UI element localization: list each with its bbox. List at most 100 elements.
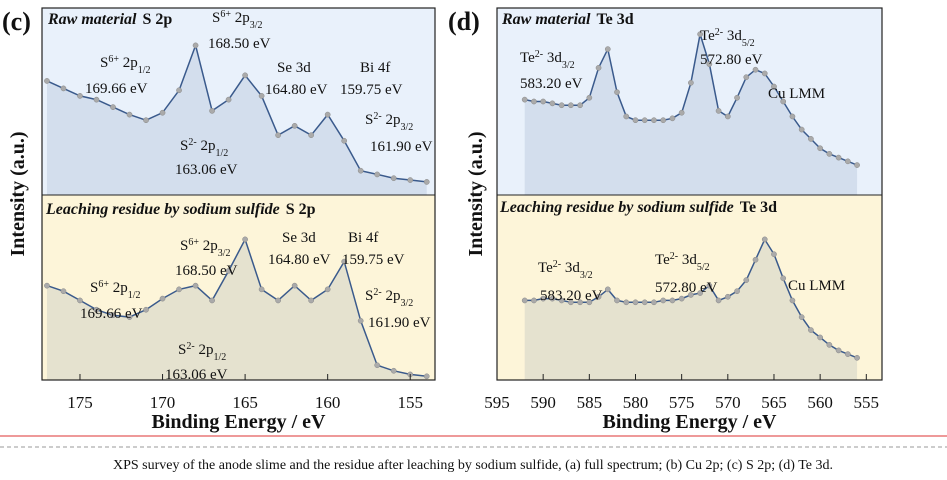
x-tick-label: 155 (397, 393, 423, 412)
label-part: 5/2 (697, 262, 710, 273)
x-tick-label: 595 (484, 393, 510, 412)
data-point (780, 275, 787, 282)
data-point (540, 295, 547, 302)
data-point (242, 236, 248, 243)
data-point (595, 64, 602, 71)
label-part: 164.80 eV (265, 82, 328, 98)
label-part: 3/2 (218, 248, 231, 259)
x-tick-label: 560 (807, 393, 833, 412)
label-part: 583.20 eV (540, 288, 603, 304)
label-part: 6+ (220, 9, 231, 20)
peak-label: Se 3d (277, 60, 311, 76)
data-point (623, 299, 630, 306)
data-point (614, 297, 620, 304)
label-part: Bi 4f (360, 60, 390, 76)
label-part: 5/2 (742, 38, 755, 49)
data-point (423, 179, 430, 185)
data-point (390, 175, 397, 182)
peak-label: S2- 2p1/2 (178, 341, 226, 363)
data-point (697, 290, 703, 296)
peak-label: 164.80 eV (265, 82, 328, 98)
peak-label: 161.90 eV (368, 315, 431, 331)
data-point (697, 31, 703, 38)
label-part: S (180, 138, 188, 154)
label-part: 2- (373, 287, 381, 298)
data-point (844, 158, 851, 165)
label-part: Bi 4f (348, 230, 378, 246)
x-tick-label: 170 (150, 393, 176, 412)
label-part: 3d (543, 50, 562, 66)
data-point (357, 317, 364, 324)
data-point (706, 282, 713, 289)
label-part: 2- (373, 111, 381, 122)
peak-label: 169.66 eV (80, 306, 143, 322)
peak-label: 169.66 eV (85, 81, 148, 97)
data-point (242, 72, 248, 79)
label-part: 3/2 (562, 60, 575, 71)
peak-label: 583.20 eV (540, 288, 603, 304)
label-part: 168.50 eV (175, 263, 238, 279)
data-point (586, 94, 593, 101)
data-point (126, 111, 133, 118)
peak-label: S6+ 2p1/2 (90, 279, 141, 301)
peak-label: 163.06 eV (165, 367, 228, 383)
label-part: 159.75 eV (340, 82, 403, 98)
label-part: Cu LMM (768, 86, 825, 102)
label-part: S (365, 112, 373, 128)
data-point (209, 108, 215, 114)
data-point (291, 282, 298, 289)
data-point (60, 288, 67, 295)
peak-label: 572.80 eV (655, 280, 718, 296)
data-point (614, 89, 620, 96)
label-part: 572.80 eV (655, 280, 718, 296)
data-point (734, 288, 740, 295)
peak-label: Te2- 3d3/2 (538, 259, 593, 281)
data-point (669, 115, 676, 122)
data-point (308, 132, 315, 139)
x-tick-label: 575 (669, 393, 695, 412)
spectrum-line (46, 237, 427, 378)
plot-frame (496, 7, 883, 381)
data-point (743, 277, 750, 283)
data-point (844, 351, 851, 357)
x-axis-label: Binding Energy / eV (603, 411, 777, 433)
data-point (586, 299, 593, 306)
data-point (159, 295, 166, 302)
title-text: Raw material (47, 11, 137, 28)
data-point (678, 109, 685, 116)
peak-label: Te2- 3d5/2 (655, 251, 710, 273)
peak-label: 164.80 eV (268, 252, 331, 268)
title-text: Leaching residue by sodium sulfide (45, 201, 280, 218)
subplot-background (497, 8, 882, 195)
data-point (540, 98, 547, 105)
label-part: Cu LMM (788, 278, 845, 294)
label-part: 572.80 eV (700, 52, 763, 68)
data-point (604, 46, 611, 52)
data-point (651, 299, 657, 306)
element-label: S 2p (142, 11, 172, 28)
label-part: 2p (199, 238, 218, 254)
data-point (789, 297, 796, 304)
data-point (374, 171, 381, 178)
data-point (225, 96, 232, 103)
data-point (752, 256, 759, 263)
label-part: 1/2 (215, 148, 228, 159)
label-part: S (212, 10, 220, 26)
peak-label: Cu LMM (788, 278, 845, 294)
label-part: Te (520, 50, 535, 66)
data-point (60, 85, 67, 92)
label-part: 169.66 eV (85, 81, 148, 97)
data-point (826, 342, 833, 348)
data-point (390, 367, 397, 374)
data-point (225, 268, 232, 274)
data-point (324, 111, 331, 118)
element-label: Te 3d (740, 199, 777, 216)
y-axis-label: Intensity (a.u.) (465, 131, 487, 256)
data-point (77, 93, 83, 99)
label-part: Te (655, 252, 670, 268)
data-point (752, 66, 759, 73)
subplot-background (42, 195, 435, 380)
data-point (808, 327, 814, 333)
x-tick-label: 175 (67, 393, 93, 412)
